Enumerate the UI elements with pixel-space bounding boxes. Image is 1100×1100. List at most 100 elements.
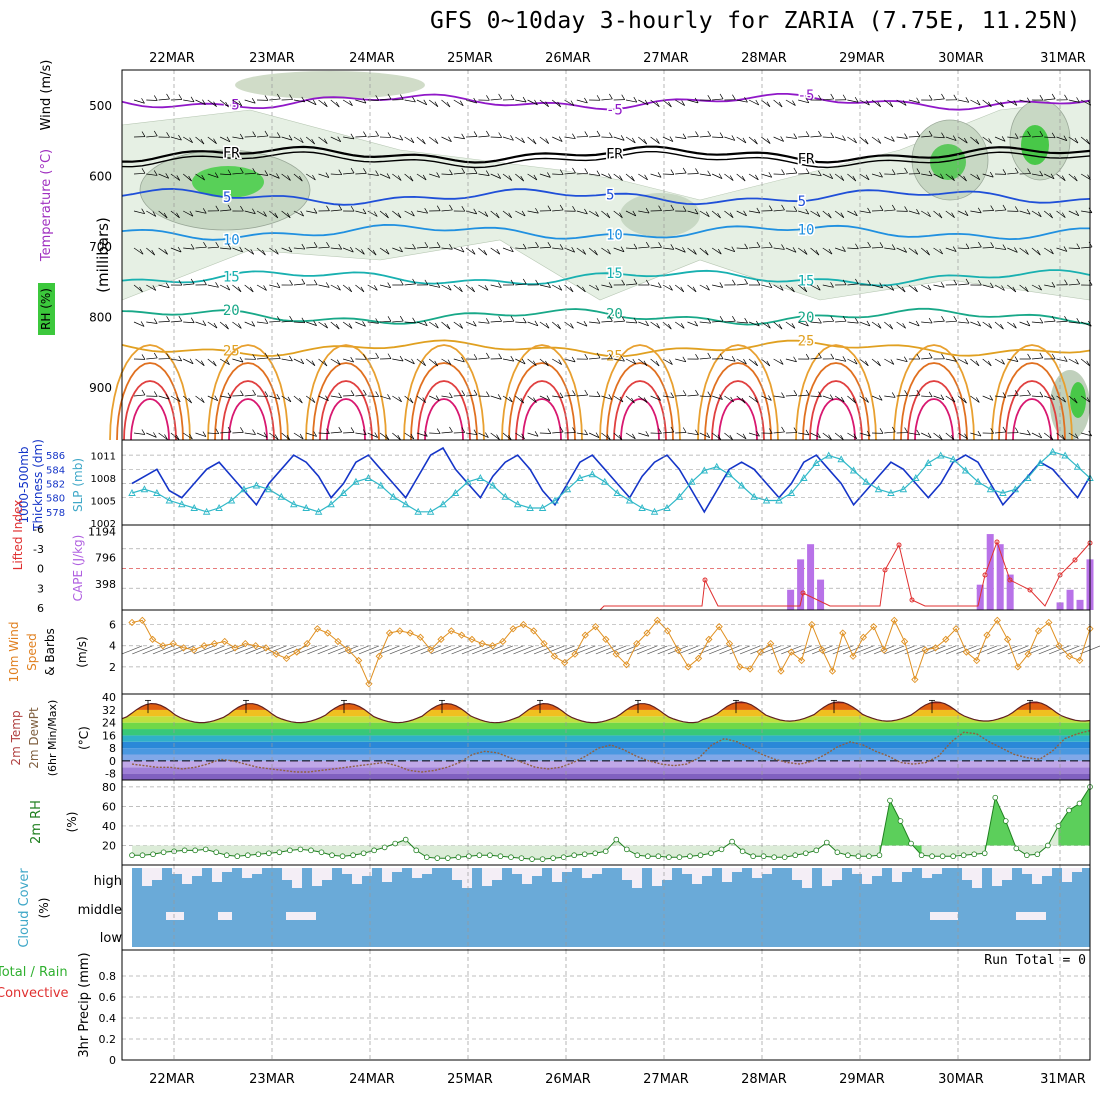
wind-barb [498,353,502,359]
wind-barb [748,99,759,106]
slp-point [538,504,547,511]
wind-barb [695,131,699,137]
wind-barb [502,173,513,181]
wind-barb [535,241,539,248]
li-axis-title: Lifted Index [11,500,25,571]
wind-barb [847,321,859,324]
wind-barb [392,395,402,403]
wind-barb [318,99,328,107]
wind-barb [510,246,514,252]
wind-barb [183,99,195,103]
lifted-index-point [1072,557,1078,563]
wind-barb [853,433,858,439]
wind-barb [301,278,306,285]
wind-barb [183,136,193,143]
wind-barb [842,356,847,362]
wind-barb [350,205,355,212]
wind-barb [952,246,957,252]
slp-point [140,485,149,493]
wind-barb [945,210,955,218]
wind-speed-point [715,623,723,631]
wind-barb [662,395,674,398]
cloud-gap [922,868,932,878]
wind-barb [601,284,613,288]
wind-barb [847,136,857,144]
wind-barb [877,138,882,144]
lifted-index-point [1027,587,1033,593]
wind-barb [423,320,428,326]
cloud-gap [822,868,832,886]
wind-barb [385,434,390,440]
cloud-gap [532,868,542,876]
wind-barb [656,138,660,144]
wind-barb [238,100,243,106]
wind-barb [896,321,906,329]
wind-barb [933,432,943,440]
wind-barb [803,286,808,293]
date-label-top: 27MAR [643,51,689,66]
wind-barb [158,173,169,179]
wind-barb [399,355,404,362]
wind-barb [232,432,244,434]
wind-barb [1069,645,1090,655]
wind-barb [609,132,613,138]
wind-barb [225,101,229,108]
rh-point [971,851,977,858]
wind-barb [374,285,378,291]
wind-barb [589,321,601,324]
wind-barb [938,212,943,219]
wind-barb [1000,101,1004,108]
wind-barb [170,210,180,219]
rh-point [676,854,683,860]
wind-barb [970,136,980,145]
wind-barb [348,645,369,655]
wind-barb [547,282,551,288]
wind-barb [325,395,329,401]
wind-barb [834,247,846,252]
wind-barb [281,247,292,253]
cloud-gap [412,868,422,878]
wind-barb [744,96,748,103]
wind-barb [461,205,466,212]
wind-barb [732,315,736,322]
slp-line [131,451,1091,513]
wind10m-axis-title: & Barbs [43,628,57,676]
wind-barb [559,204,564,211]
wind-barb [736,283,748,286]
date-label-bottom: 28MAR [741,1072,787,1087]
wind-barb [884,431,896,434]
rh-point [539,856,546,862]
wind-barb [1051,315,1056,322]
wind-speed-point [221,637,229,646]
wind-barb [398,396,402,403]
wind-barb [1001,136,1006,142]
wind-barb [318,432,330,434]
wind-barb [182,395,192,404]
wind-barb [956,645,977,655]
wind-barb [441,358,452,365]
wind-barb [842,279,847,285]
wind-barb [662,431,674,434]
wind-barb [644,174,648,181]
wind-barb [736,99,748,103]
warm-isotherm [305,344,387,441]
wind-barb [1019,394,1031,397]
wind-barb [621,279,625,286]
wind-barb [613,432,623,441]
wind-speed-point [1045,618,1053,627]
wind-barb [367,173,379,176]
wind-barb [521,137,525,144]
panel-bg-w10 [122,610,1090,694]
rh-point [529,856,535,862]
wind-barb [625,432,636,440]
wind-barb [867,207,871,214]
li-tick: -6 [33,523,44,536]
wind-barb [387,316,392,322]
wind-barb [865,174,870,180]
wind-barb [1007,136,1019,139]
temp-axis-title: (6hr Min/Max) [46,700,59,777]
wind-barb [133,394,145,397]
wind-barb [601,320,613,323]
isotherm-label: 5 [223,190,231,206]
rh-point [497,853,504,860]
